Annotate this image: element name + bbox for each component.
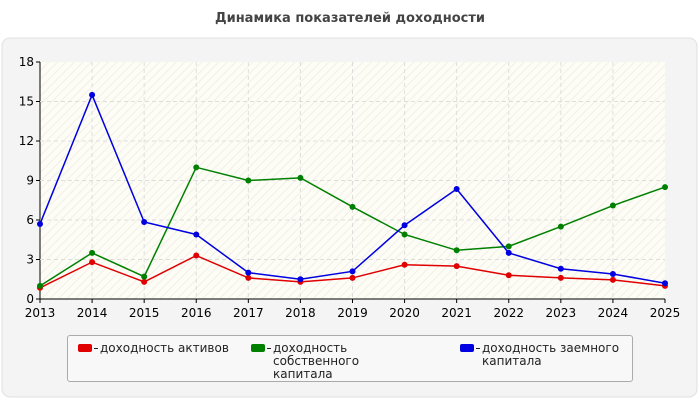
- data-point: [453, 186, 460, 193]
- legend-item: доходность заемного капитала: [460, 342, 627, 368]
- data-point: [453, 247, 460, 254]
- legend-item: доходность собственного капитала: [251, 342, 418, 381]
- data-point: [401, 231, 408, 238]
- legend-label: доходность активов: [100, 341, 229, 355]
- x-tick-label: 2013: [25, 306, 56, 320]
- data-point: [141, 218, 148, 225]
- data-point: [557, 223, 564, 230]
- data-point: [453, 263, 460, 270]
- x-tick-label: 2020: [389, 306, 420, 320]
- data-point: [505, 249, 512, 256]
- legend-dash: [94, 348, 98, 349]
- data-point: [141, 278, 148, 285]
- x-tick-label: 2022: [493, 306, 524, 320]
- x-tick-label: 2014: [77, 306, 108, 320]
- x-tick-label: 2017: [233, 306, 264, 320]
- legend-swatch: [460, 344, 474, 352]
- y-tick-label: 12: [19, 134, 34, 148]
- x-tick-label: 2024: [598, 306, 629, 320]
- data-point: [401, 261, 408, 268]
- legend-label: доходность собственного капитала: [273, 341, 360, 381]
- data-point: [609, 276, 616, 283]
- data-point: [193, 231, 200, 238]
- data-point: [349, 268, 356, 275]
- data-point: [37, 220, 43, 227]
- data-point: [662, 184, 668, 191]
- legend-label: доходность заемного капитала: [482, 341, 620, 368]
- data-point: [141, 273, 148, 280]
- data-point: [297, 276, 304, 283]
- legend-item: доходность активов: [78, 342, 245, 355]
- y-tick-label: 6: [26, 213, 34, 227]
- x-tick-label: 2015: [129, 306, 160, 320]
- y-tick-label: 3: [26, 253, 34, 267]
- data-point: [505, 272, 512, 279]
- legend: доходность активов доходность собственног…: [67, 335, 633, 382]
- data-point: [89, 249, 96, 256]
- y-tick-label: 18: [19, 55, 34, 69]
- data-point: [662, 280, 668, 287]
- data-point: [193, 252, 200, 259]
- x-tick-label: 2021: [441, 306, 472, 320]
- x-tick-label: 2025: [650, 306, 681, 320]
- data-point: [609, 270, 616, 277]
- x-tick-label: 2019: [337, 306, 368, 320]
- y-tick-label: 0: [26, 292, 34, 306]
- legend-swatch: [251, 344, 265, 352]
- data-point: [557, 265, 564, 272]
- y-tick-label: 9: [26, 174, 34, 188]
- data-point: [297, 174, 304, 181]
- data-point: [245, 274, 252, 281]
- data-point: [401, 222, 408, 229]
- x-tick-label: 2016: [181, 306, 212, 320]
- data-point: [557, 274, 564, 281]
- data-point: [89, 259, 96, 266]
- data-point: [89, 91, 96, 98]
- data-point: [37, 282, 43, 289]
- legend-swatch: [78, 344, 92, 352]
- data-point: [505, 243, 512, 250]
- data-point: [349, 274, 356, 281]
- legend-dash: [267, 348, 271, 349]
- chart-title: Динамика показателей доходности: [215, 11, 485, 26]
- x-tick-label: 2018: [285, 306, 316, 320]
- y-tick-label: 15: [19, 95, 34, 109]
- data-point: [609, 202, 616, 209]
- legend-dash: [476, 348, 480, 349]
- data-point: [245, 177, 252, 184]
- x-tick-label: 2023: [546, 306, 577, 320]
- data-point: [245, 269, 252, 276]
- data-point: [349, 203, 356, 210]
- data-point: [193, 164, 200, 171]
